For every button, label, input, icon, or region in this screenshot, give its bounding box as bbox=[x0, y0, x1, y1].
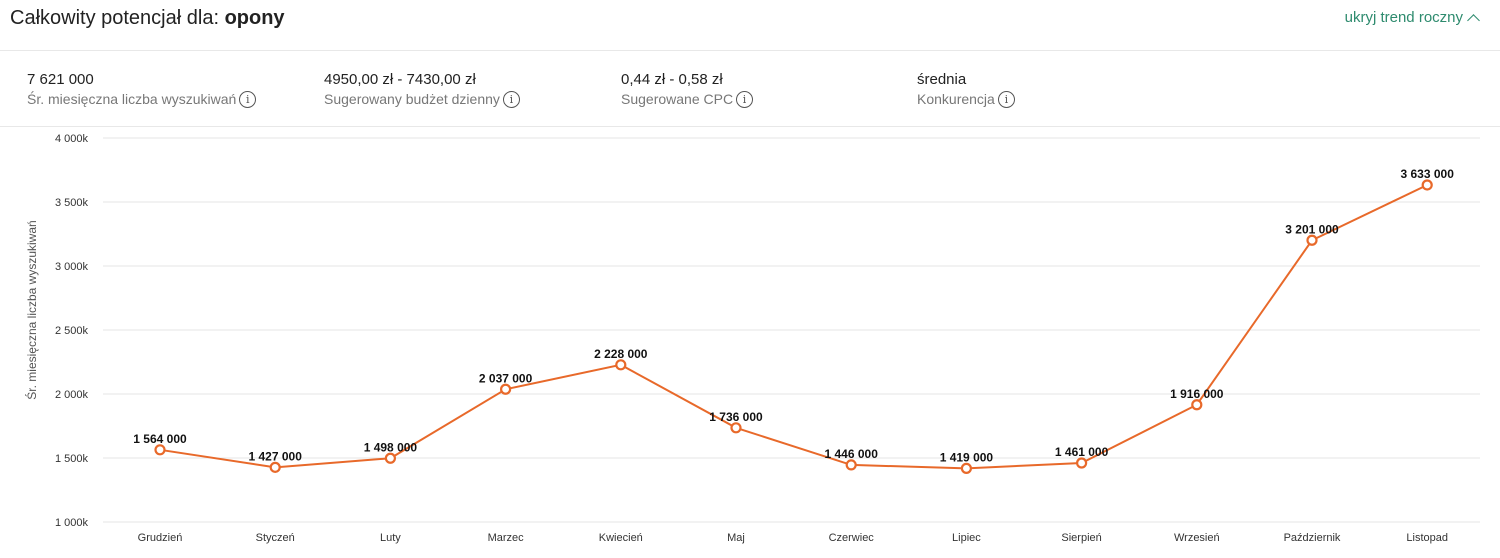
data-point bbox=[730, 422, 742, 434]
stat-label: Sugerowane CPC bbox=[621, 91, 734, 107]
stat-suggested-cpc: 0,44 zł - 0,58 zł Sugerowane CPC i bbox=[621, 71, 754, 109]
y-tick-label: 4 000k bbox=[55, 133, 89, 145]
data-label: 1 916 000 bbox=[1170, 387, 1224, 401]
data-label: 1 564 000 bbox=[133, 432, 187, 446]
stat-label: Sugerowany budżet dzienny bbox=[324, 91, 500, 107]
data-point bbox=[1075, 457, 1088, 469]
data-label: 1 446 000 bbox=[825, 447, 879, 461]
info-icon[interactable]: i bbox=[502, 90, 520, 108]
stat-label: Śr. miesięczna liczba wyszukiwań bbox=[27, 91, 237, 107]
stat-value: 0,44 zł - 0,58 zł bbox=[621, 71, 723, 88]
x-tick-label: Wrzesień bbox=[1174, 532, 1220, 544]
data-point bbox=[615, 359, 627, 371]
y-tick-label: 2 500k bbox=[55, 325, 89, 337]
stat-competition: średnia Konkurencja i bbox=[917, 71, 1015, 109]
searches-trend-chart: 1 000k 1 500k 2 000k 2 500k 3 000k 3 500k 4 00… bbox=[24, 133, 1480, 544]
hide-yearly-trend-link[interactable]: ukryj trend roczny bbox=[1344, 9, 1480, 27]
page-title: Całkowity potencjał dla: opony bbox=[10, 7, 285, 30]
data-label: 1 498 000 bbox=[364, 440, 418, 454]
data-point bbox=[1306, 234, 1318, 246]
data-label: 1 736 000 bbox=[709, 410, 763, 424]
y-tick-label: 3 000k bbox=[55, 261, 89, 273]
x-tick-label: Czerwiec bbox=[829, 532, 875, 544]
info-icon[interactable]: i bbox=[239, 90, 257, 108]
data-point bbox=[269, 461, 281, 473]
stat-value: średnia bbox=[917, 71, 967, 88]
data-point bbox=[1191, 399, 1203, 411]
stat-suggested-daily-budget: 4950,00 zł - 7430,00 zł Sugerowany budże… bbox=[324, 71, 520, 109]
data-label: 1 419 000 bbox=[940, 450, 994, 464]
info-icon[interactable]: i bbox=[997, 90, 1015, 108]
y-tick-label: 3 500k bbox=[55, 197, 89, 209]
x-tick-label: Styczeń bbox=[256, 532, 295, 544]
data-point bbox=[960, 462, 973, 474]
y-axis-label: Śr. miesięczna liczba wyszukiwań bbox=[24, 220, 39, 399]
data-label: 2 037 000 bbox=[479, 371, 533, 385]
info-icon[interactable]: i bbox=[736, 90, 754, 108]
x-tick-label: Maj bbox=[727, 532, 745, 544]
data-point bbox=[1421, 179, 1433, 191]
x-tick-label: Luty bbox=[380, 532, 401, 544]
data-label: 1 461 000 bbox=[1055, 445, 1109, 459]
data-label: 2 228 000 bbox=[594, 347, 648, 361]
data-point bbox=[384, 452, 396, 464]
y-tick-label: 1 000k bbox=[55, 517, 89, 529]
data-point bbox=[845, 459, 857, 471]
y-tick-label: 2 000k bbox=[55, 389, 89, 401]
data-label: 1 427 000 bbox=[249, 449, 303, 463]
x-tick-label: Lipiec bbox=[952, 532, 981, 544]
chevron-up-icon bbox=[1467, 13, 1480, 27]
x-tick-label: Marzec bbox=[488, 532, 525, 544]
stat-value: 4950,00 zł - 7430,00 zł bbox=[324, 71, 476, 88]
title-keyword: opony bbox=[224, 7, 285, 29]
header: Całkowity potencjał dla: opony ukryj tre… bbox=[0, 0, 1500, 51]
stat-avg-monthly-searches: 7 621 000 Śr. miesięczna liczba wyszukiw… bbox=[27, 71, 257, 109]
x-tick-label: Październik bbox=[1284, 532, 1341, 544]
x-tick-label: Sierpień bbox=[1061, 532, 1101, 544]
x-tick-label: Listopad bbox=[1406, 532, 1448, 544]
stat-value: 7 621 000 bbox=[27, 71, 94, 88]
data-label: 3 633 000 bbox=[1401, 167, 1455, 181]
y-tick-label: 1 500k bbox=[55, 453, 89, 465]
x-tick-label: Kwiecień bbox=[599, 532, 643, 544]
x-tick-label: Grudzień bbox=[138, 532, 183, 544]
data-label: 3 201 000 bbox=[1285, 222, 1339, 236]
title-prefix: Całkowity potencjał dla: bbox=[10, 7, 225, 29]
hide-yearly-trend-label: ukryj trend roczny bbox=[1344, 9, 1463, 26]
data-point bbox=[500, 383, 512, 395]
data-point bbox=[154, 444, 166, 456]
series-line bbox=[159, 184, 1428, 470]
stat-label: Konkurencja bbox=[917, 91, 995, 107]
stats-bar: 7 621 000 Śr. miesięczna liczba wyszukiw… bbox=[0, 51, 1500, 127]
